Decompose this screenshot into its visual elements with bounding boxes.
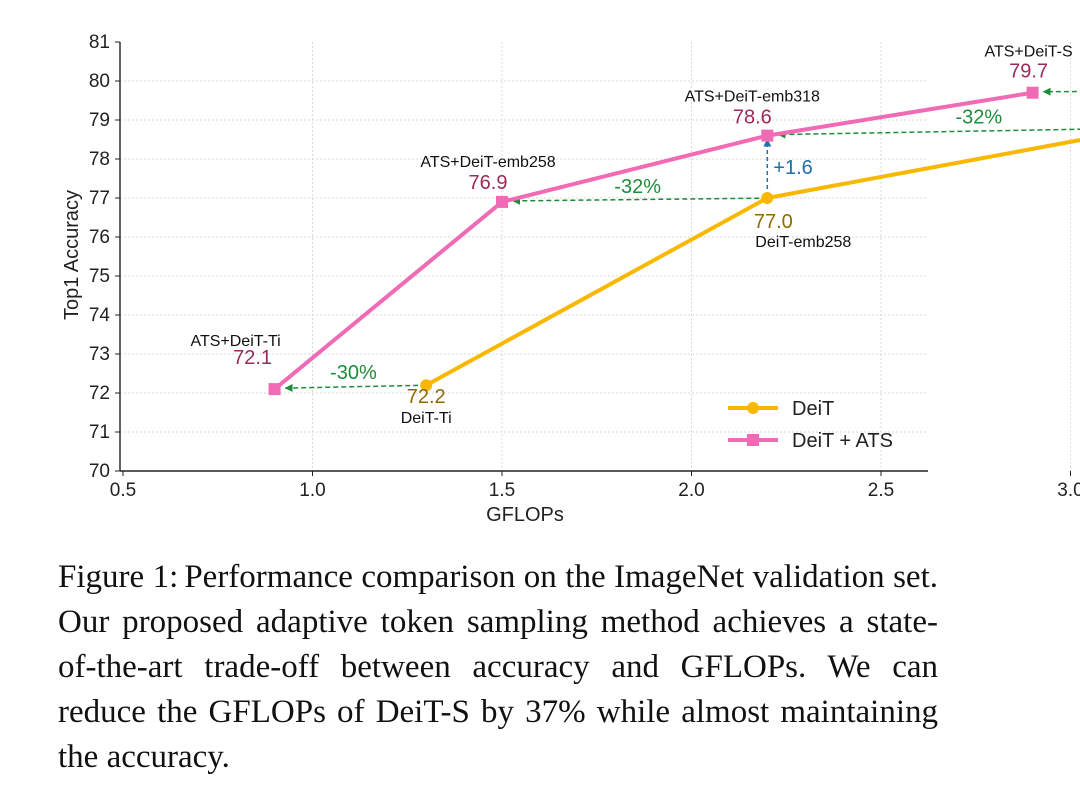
reduction-label: -30% (330, 362, 377, 384)
deit-line (425, 138, 1080, 387)
legend: DeiT DeiT + ATS (728, 398, 893, 452)
x-tick-label: 0.5 (110, 480, 136, 501)
y-tick-label: 74 (89, 305, 111, 326)
deit-value-label: 77.0 (754, 211, 793, 233)
ats-model-label: ATS+DeiT-S (985, 44, 1073, 61)
x-tick-label: 2.5 (868, 480, 894, 501)
ats-point (1026, 86, 1039, 99)
ats-value-label: 72.1 (233, 347, 272, 369)
x-tick-label: 1.5 (489, 480, 515, 501)
legend-marker (747, 402, 759, 414)
legend-marker (747, 434, 759, 446)
ats-point (761, 129, 774, 142)
y-tick-label: 81 (89, 32, 110, 53)
ats-point (268, 383, 281, 396)
series-lines (273, 90, 1080, 391)
deit-point (761, 192, 774, 204)
y-tick-label: 73 (89, 344, 110, 365)
deit-point (420, 379, 433, 392)
deit-value-label: 72.2 (407, 386, 446, 408)
y-tick-label: 77 (89, 188, 110, 209)
y-tick-label: 79 (89, 110, 110, 131)
reduction-arrow (512, 196, 760, 205)
ats-model-label: ATS+DeiT-emb258 (420, 154, 555, 171)
deit-model-label: DeiT-Ti (401, 410, 452, 427)
reduction-label: -32% (955, 107, 1002, 129)
x-axis-title: GFLOPs (486, 504, 564, 526)
ats-value-label: 76.9 (469, 172, 508, 194)
legend-label: DeiT + ATS (792, 430, 893, 452)
accuracy-vs-gflops-chart: 70 71 72 73 74 75 76 77 78 79 80 81 0.5 1.0 1.5 2.0 2.5 3… (61, 32, 1080, 526)
x-tick-label: 1.0 (299, 480, 325, 501)
y-tick-label: 71 (89, 422, 110, 443)
y-tick-label: 76 (89, 227, 110, 248)
ats-value-label: 79.7 (1009, 61, 1048, 83)
axes-layer: 70 71 72 73 74 75 76 77 78 79 80 81 0.5 1.0 1.5 2.0 2.5 3… (89, 32, 1080, 501)
annotation-arrows (284, 87, 1080, 392)
y-axis-title: Top1 Accuracy (61, 190, 83, 320)
y-tick-label: 70 (89, 461, 110, 482)
y-tick-label: 75 (89, 266, 110, 287)
reduction-arrow (284, 383, 419, 392)
deit-model-label: DeiT-emb258 (755, 234, 851, 251)
x-tick-label: 2.0 (678, 480, 704, 501)
ats-line (273, 90, 1033, 391)
x-tick-label: 3.0 (1057, 480, 1080, 501)
reduction-label: -32% (614, 176, 661, 198)
caption-text: Performance comparison on the ImageNet v… (58, 559, 938, 775)
y-tick-label: 72 (89, 383, 110, 404)
legend-label: DeiT (792, 398, 834, 420)
y-tick-label: 78 (89, 149, 110, 170)
ats-model-label: ATS+DeiT-Ti (190, 333, 280, 350)
reduction-arrow (1042, 87, 1080, 96)
point-labels: 72.2DeiT-Ti77.0DeiT-emb25878.8DeiT-emb31… (190, 44, 1073, 428)
caption-label: Figure 1: (58, 559, 179, 595)
gain-label: +1.6 (773, 157, 812, 179)
ats-point (496, 195, 508, 208)
ats-value-label: 78.6 (733, 107, 772, 129)
y-tick-label: 80 (89, 71, 110, 92)
reduction-arrow (777, 128, 1080, 139)
series-markers (268, 86, 1039, 396)
figure-caption: Figure 1: Performance comparison on the I… (58, 555, 938, 780)
ats-model-label: ATS+DeiT-emb318 (685, 89, 820, 106)
